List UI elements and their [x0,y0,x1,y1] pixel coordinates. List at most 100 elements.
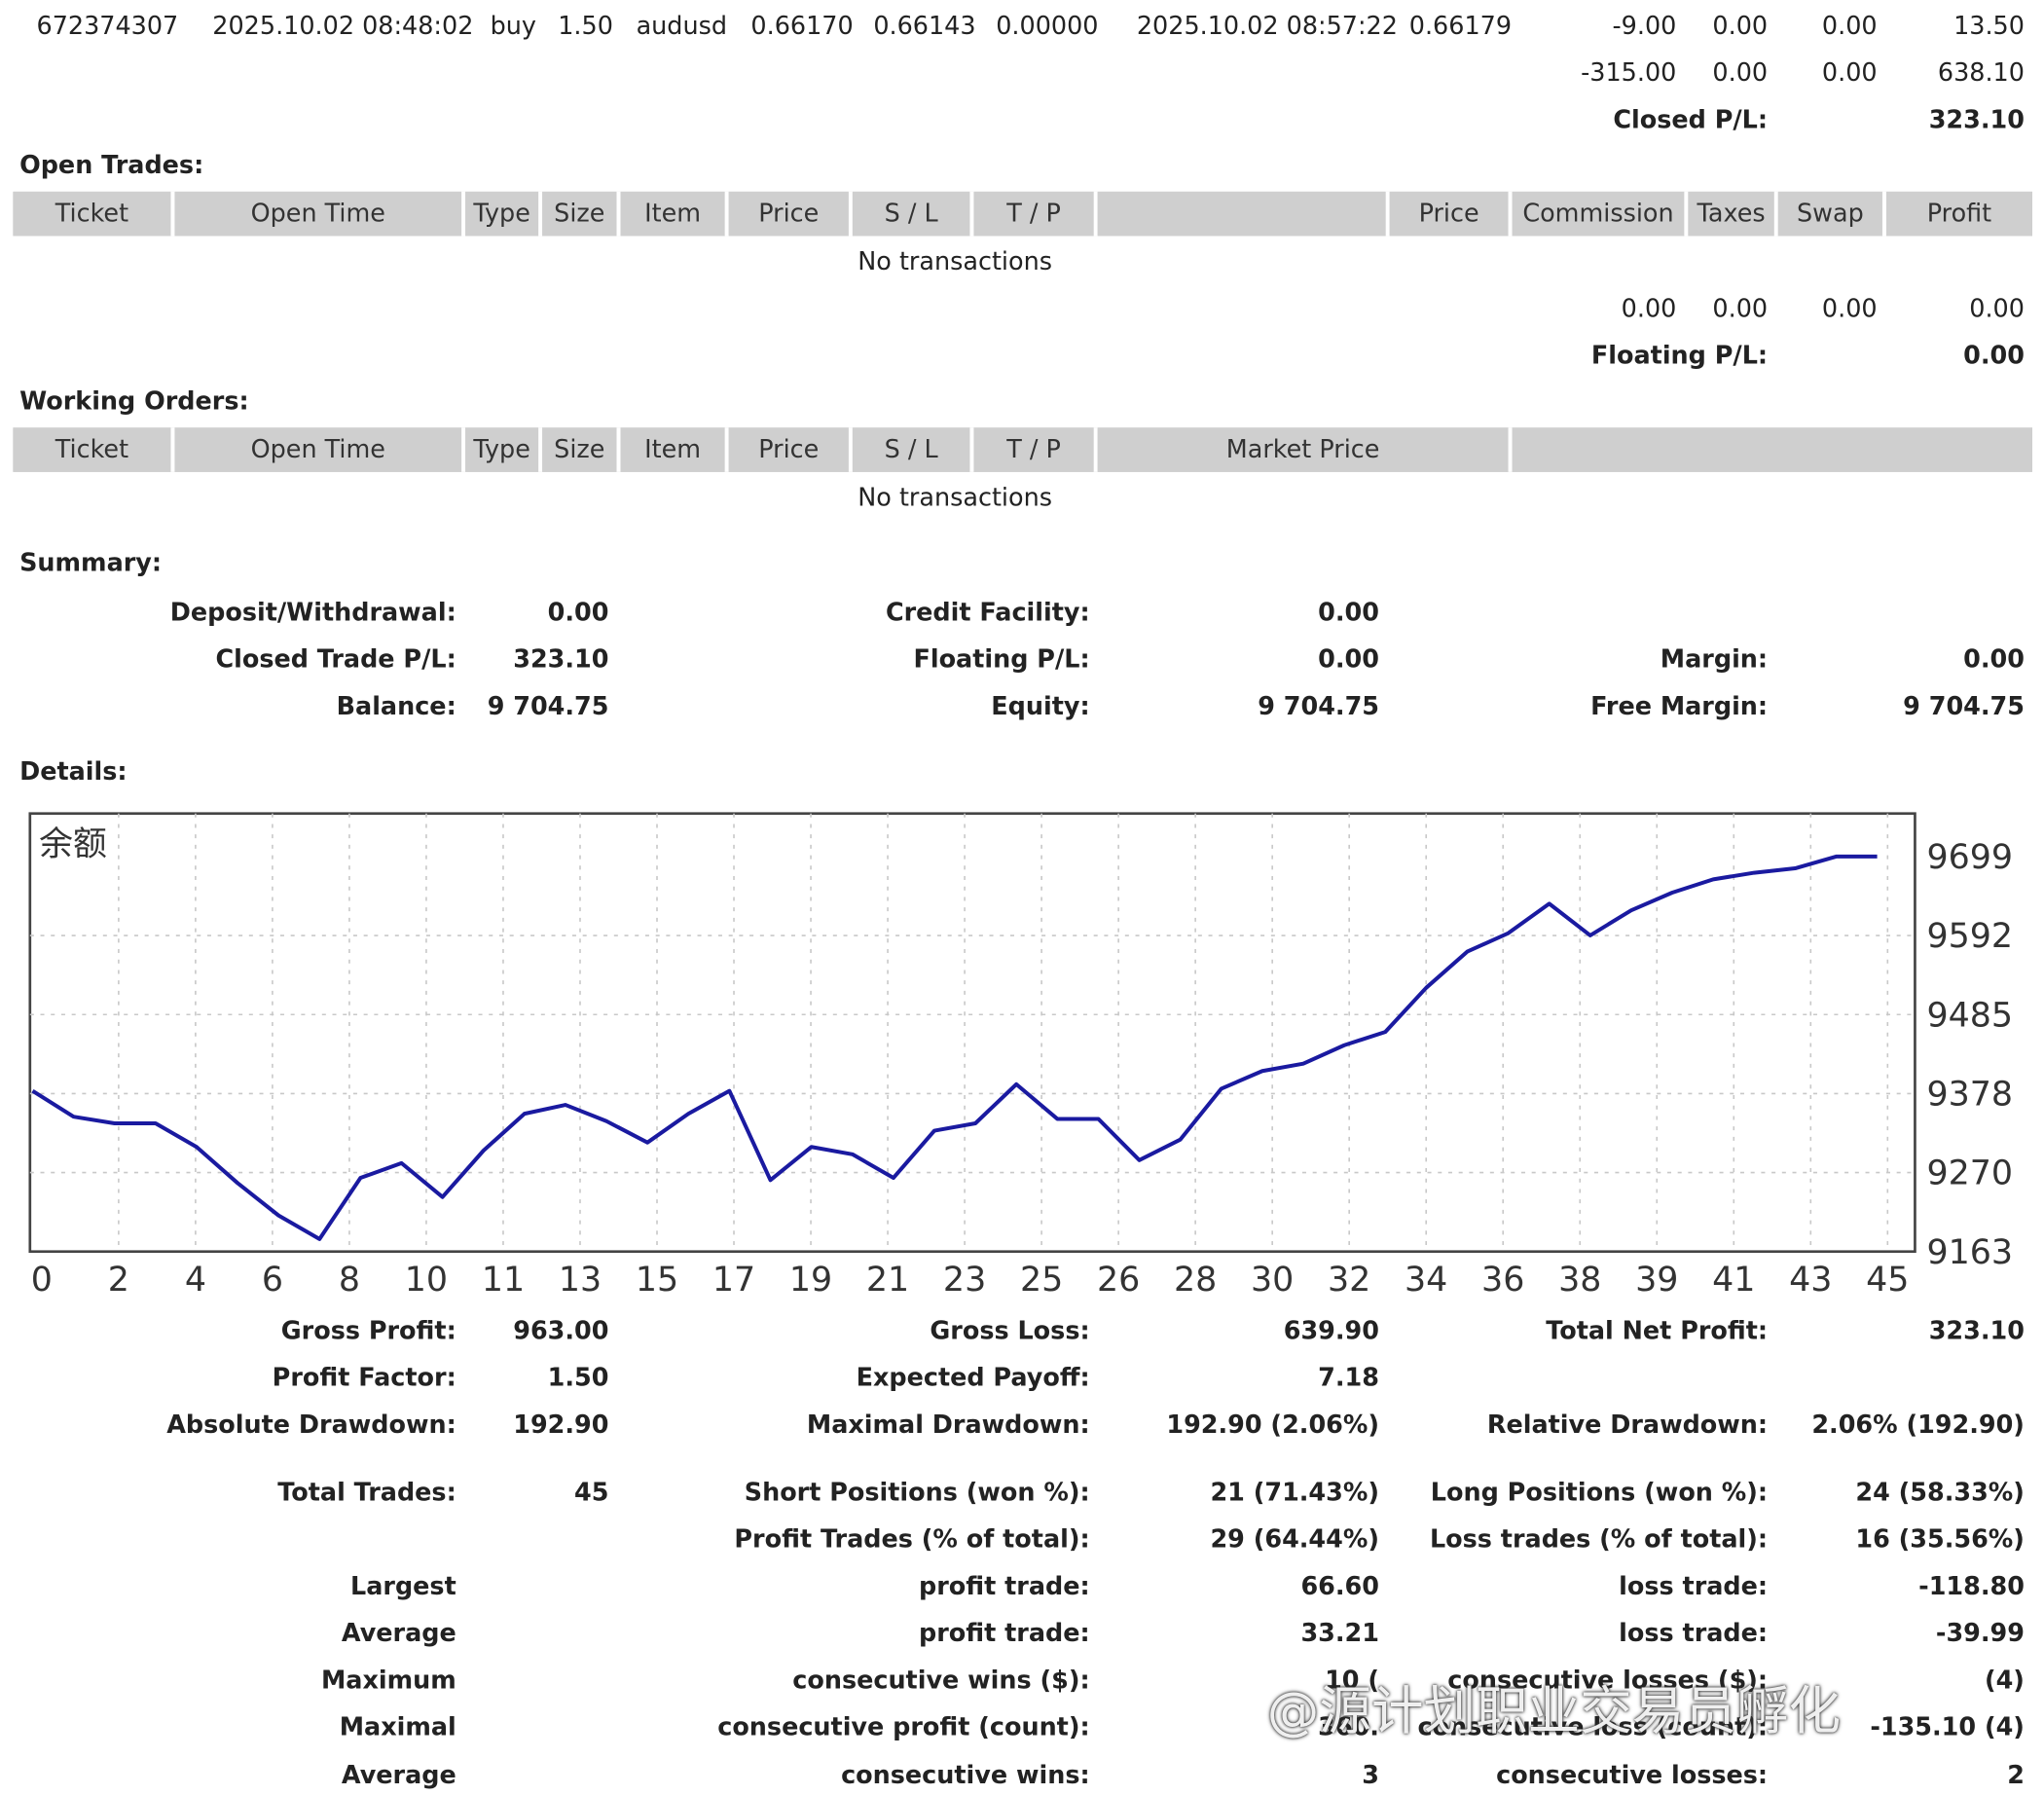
details-label-3: Loss trades (% of total): [1429,1524,1769,1555]
details-label-2: Gross Loss: [930,1316,1090,1346]
x-tick-label: 36 [1481,1261,1524,1300]
details-value-3: (4) [1984,1666,2025,1696]
close-time-cell: 2025.10.02 08:57:22 [1136,12,1398,41]
x-tick-label: 13 [559,1261,602,1300]
col-market-price: Market Price [1097,427,1509,472]
details-title: Details: [19,757,128,787]
y-tick-label: 9592 [1926,917,2013,956]
details-label-2: Expected Payoff: [856,1363,1090,1393]
summary-title: Summary: [19,548,163,578]
x-tick-label: 25 [1020,1261,1063,1300]
x-tick-label: 2 [108,1261,129,1300]
x-tick-label: 43 [1789,1261,1832,1300]
commission-cell: -9.00 [1612,12,1677,41]
equity-label: Equity: [991,692,1090,721]
details-value-1: 963.00 [513,1316,609,1346]
summary-floating-label: Floating P/L: [913,644,1090,675]
size-cell: 1.50 [558,12,613,41]
x-tick-label: 6 [262,1261,283,1300]
working-orders-title: Working Orders: [19,386,249,417]
free-margin-label: Free Margin: [1590,692,1769,721]
col-item: Item [620,427,725,472]
col-sl: S / L [852,427,970,472]
x-tick-label: 4 [185,1261,206,1300]
details-label-1: Average [341,1619,456,1648]
col-blank [1512,427,2032,472]
open-trades-empty: No transactions [858,247,1052,276]
details-label-2: consecutive wins: [841,1761,1090,1790]
y-tick-label: 9163 [1926,1233,2013,1272]
col-swap: Swap [1777,191,1882,237]
total-taxes: 0.00 [1712,58,1769,88]
details-label-2: Profit Trades (% of total): [734,1524,1090,1555]
details-value-2: 192.90 (2.06%) [1166,1410,1379,1440]
y-tick-label: 9485 [1926,996,2013,1035]
details-value-3: 323.10 [1928,1316,2025,1346]
sl-cell: 0.66143 [873,12,976,41]
ticket-cell: 672374307 [36,12,179,41]
col-commission: Commission [1512,191,1685,237]
details-value-3: 24 (58.33%) [1855,1478,2025,1508]
details-label-1: Largest [350,1572,456,1601]
working-orders-empty: No transactions [858,483,1052,513]
details-value-2: 21 (71.43%) [1210,1478,1379,1508]
deposit-label: Deposit/Withdrawal: [169,598,456,628]
credit-value: 0.00 [1318,598,1379,628]
details-label-3: consecutive loss (count): [1417,1712,1769,1742]
y-tick-label: 9699 [1926,838,2013,877]
swap-cell: 0.00 [1821,12,1878,41]
col-price: Price [728,427,849,472]
details-label-2: consecutive profit (count): [717,1712,1090,1742]
x-tick-label: 28 [1174,1261,1217,1300]
deposit-value: 0.00 [547,598,609,628]
details-label-1: Total Trades: [277,1478,456,1508]
open-time-cell: 2025.10.02 08:48:02 [212,12,474,41]
details-value-3: -135.10 (4) [1870,1712,2025,1742]
x-tick-label: 0 [31,1261,53,1300]
details-value-3: 16 (35.56%) [1855,1524,2025,1555]
equity-value: 9 704.75 [1258,692,1379,721]
details-label-3: loss trade: [1619,1572,1769,1601]
col-size: Size [542,191,617,237]
details-value-2: 360. [1318,1712,1379,1742]
col-price: Price [728,191,849,237]
tp-cell: 0.00000 [996,12,1099,41]
col-profit: Profit [1885,191,2032,237]
details-label-2: profit trade: [918,1572,1090,1601]
details-label-2: profit trade: [918,1619,1090,1648]
open-total-commission: 0.00 [1621,294,1677,324]
closed-pl-value: 323.10 [1928,105,2025,134]
y-tick-label: 9378 [1926,1075,2013,1114]
margin-value: 0.00 [1963,644,2025,675]
details-label-1: Maximal [339,1712,456,1742]
details-value-1: 45 [574,1478,609,1508]
col-ticket: Ticket [13,427,171,472]
details-value-3: 2.06% (192.90) [1811,1410,2025,1440]
col-type: Type [465,191,539,237]
col-tp: T / P [973,427,1094,472]
details-label-1: Gross Profit: [280,1316,456,1346]
closed-trade-pl-label: Closed Trade P/L: [215,644,456,675]
col-type: Type [465,427,539,472]
balance-chart: 9699 9592 9485 9378 9270 9163 0 2 4 6 8 10 11 13 15 17 1… [28,812,2013,1300]
y-tick-label: 9270 [1926,1154,2013,1193]
details-value-3: -118.80 [1918,1572,2025,1601]
closed-pl-label: Closed P/L: [1613,105,1769,134]
taxes-cell: 0.00 [1712,12,1769,41]
x-tick-label: 32 [1328,1261,1370,1300]
details-label-3: consecutive losses ($): [1447,1666,1769,1696]
details-label-2: consecutive wins ($): [792,1666,1090,1696]
balance-label: Balance: [336,692,456,721]
details-label-1: Absolute Drawdown: [166,1410,456,1440]
watermark: @源计划职业交易员孵化 [1266,1681,1842,1742]
details-value-2: 10 ( [1325,1666,1379,1696]
x-tick-label: 30 [1251,1261,1294,1300]
summary-floating-value: 0.00 [1318,644,1379,675]
details-label-2: Short Positions (won %): [744,1478,1090,1508]
balance-value: 9 704.75 [487,692,609,721]
x-tick-label: 11 [482,1261,525,1300]
details-value-1: 1.50 [547,1363,609,1393]
price-cell: 0.66170 [750,12,854,41]
col-ticket: Ticket [13,191,171,237]
x-tick-label: 38 [1558,1261,1601,1300]
